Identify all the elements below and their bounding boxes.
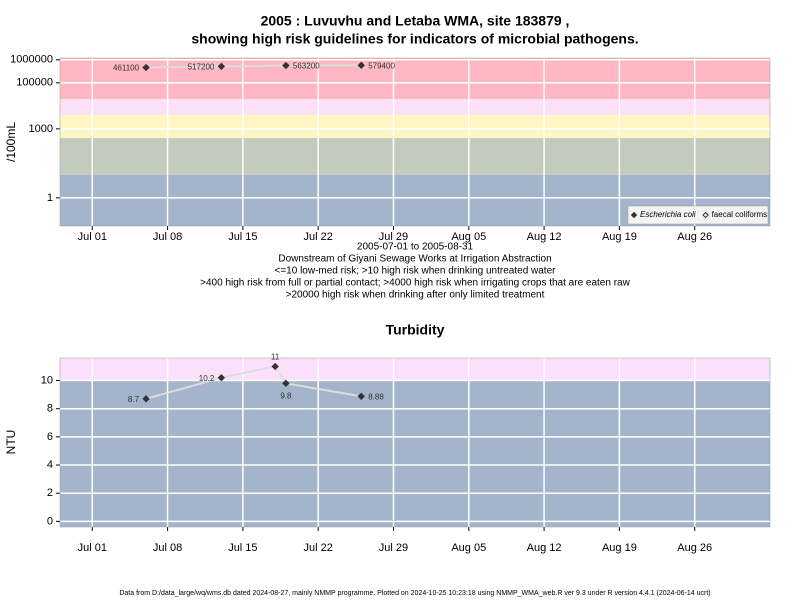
- risk-band: [60, 138, 770, 175]
- value-label: 517200: [188, 63, 215, 72]
- data-point: [217, 62, 226, 71]
- note: <=10 low-med risk; >10 high risk when dr…: [275, 266, 557, 277]
- x-tick-label: Jul 15: [228, 542, 257, 554]
- x-tick-label: Jul 01: [78, 542, 107, 554]
- footer: Data from D:/data_large/wq/wms.db dated …: [119, 590, 710, 597]
- y-tick-label: 0: [47, 515, 53, 527]
- data-point: [282, 379, 290, 388]
- x-tick-label: Aug 26: [677, 231, 712, 243]
- x-tick-label: Jul 29: [379, 231, 408, 243]
- y-tick-label: 1000000: [10, 54, 53, 66]
- data-point: [217, 374, 226, 382]
- legend-marker: [630, 211, 638, 219]
- x-tick-label: Jul 29: [379, 542, 408, 554]
- y-tick-label: 8: [47, 403, 53, 415]
- value-label: 563200: [293, 62, 320, 71]
- x-tick-label: Jul 08: [153, 231, 182, 243]
- y-tick-label: 6: [47, 431, 53, 443]
- note: >400 high risk from full or partial cont…: [200, 278, 630, 289]
- chart-title: 2005 : Luvuvhu and Letaba WMA, site 1838…: [261, 13, 570, 29]
- chart-title: showing high risk guidelines for indicat…: [191, 31, 638, 47]
- x-tick-label: Jul 01: [78, 231, 107, 243]
- y-axis-label: /100mL: [4, 122, 18, 162]
- x-tick-label: Jul 22: [304, 542, 333, 554]
- legend-marker: [702, 211, 709, 219]
- x-tick-label: Jul 15: [228, 231, 257, 243]
- data-point: [271, 362, 279, 371]
- data-point: [142, 63, 150, 72]
- series-line: [146, 64, 362, 69]
- data-point: [142, 395, 150, 403]
- y-tick-label: 1: [47, 192, 53, 204]
- value-label: 10.2: [199, 374, 215, 383]
- data-point: [282, 61, 290, 70]
- x-tick-label: Aug 19: [602, 231, 637, 243]
- x-tick-label: Jul 22: [304, 231, 333, 243]
- y-tick-label: 4: [47, 459, 53, 471]
- risk-band: [60, 98, 770, 115]
- legend-label: faecal coliforms: [712, 210, 768, 219]
- risk-band: [60, 358, 770, 381]
- data-point: [357, 61, 365, 69]
- x-tick-label: Aug 12: [527, 231, 562, 243]
- chart-title: Turbidity: [386, 322, 445, 338]
- y-tick-label: 2: [47, 487, 53, 499]
- note: >20000 high risk when drinking after onl…: [286, 290, 545, 301]
- x-tick-label: Aug 05: [451, 231, 486, 243]
- risk-band: [60, 380, 770, 527]
- note: 2005-07-01 to 2005-08-31: [357, 242, 474, 253]
- data-point: [357, 392, 365, 401]
- x-tick-label: Aug 05: [451, 542, 486, 554]
- value-label: 11: [271, 353, 280, 362]
- y-tick-label: 1000: [29, 123, 53, 135]
- y-tick-label: 100000: [16, 77, 53, 89]
- x-tick-label: Aug 19: [602, 542, 637, 554]
- x-tick-label: Jul 08: [153, 542, 182, 554]
- value-label: 579400: [368, 61, 395, 70]
- x-tick-label: Aug 12: [527, 542, 562, 554]
- y-axis-label: NTU: [4, 430, 18, 455]
- plot-frame: [59, 357, 771, 528]
- value-label: 9.8: [280, 391, 292, 400]
- risk-band: [60, 114, 770, 139]
- x-tick-label: Aug 26: [677, 542, 712, 554]
- value-label: 8.7: [128, 395, 140, 404]
- legend-box: [627, 205, 769, 225]
- risk-band: [60, 58, 770, 99]
- plot-frame: [59, 57, 771, 227]
- value-label: 461100: [113, 64, 140, 73]
- note: Downstream of Giyani Sewage Works at Irr…: [278, 254, 551, 265]
- y-tick-label: 10: [41, 374, 53, 386]
- legend-label: Escherichia coli: [640, 210, 696, 219]
- value-label: 8.88: [368, 392, 384, 401]
